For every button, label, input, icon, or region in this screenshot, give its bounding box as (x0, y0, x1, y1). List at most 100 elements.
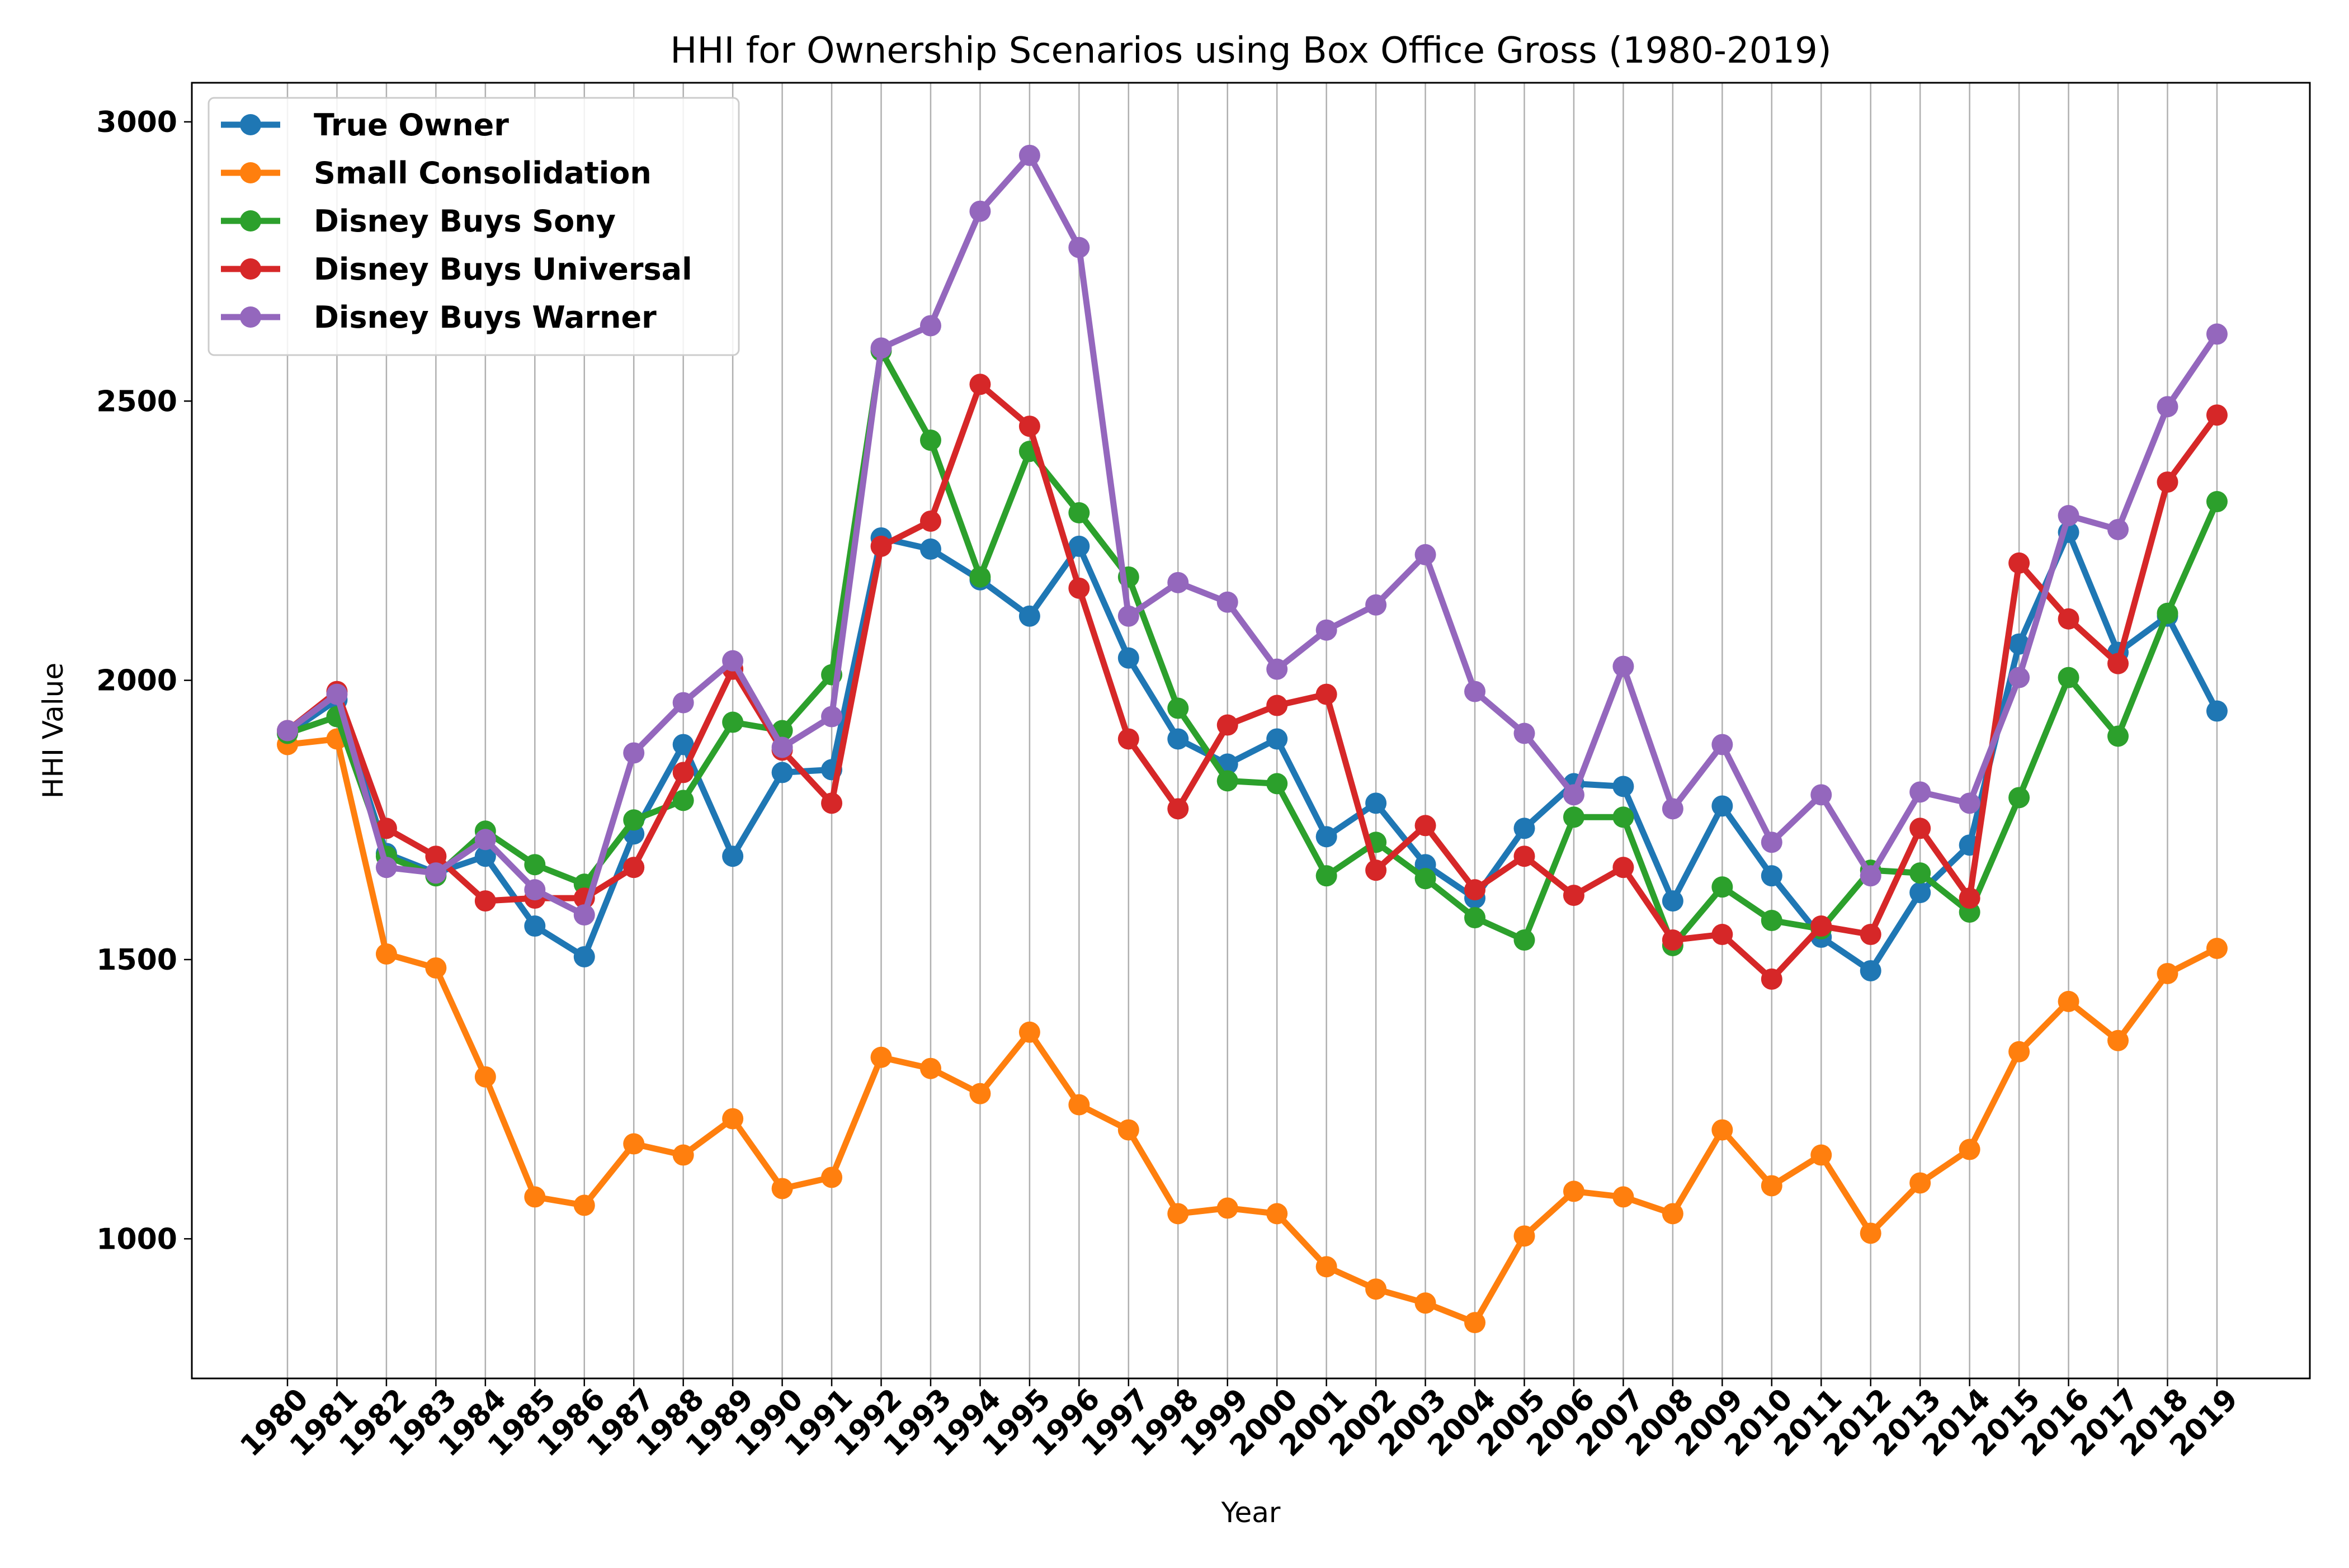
series-line (284, 152, 2220, 918)
data-point (1711, 876, 1733, 898)
data-point (1513, 929, 1535, 951)
legend-label: Disney Buys Universal (314, 252, 692, 287)
data-point (524, 879, 546, 901)
data-point (1810, 1144, 1832, 1166)
data-point (474, 1066, 496, 1088)
data-point (1513, 722, 1535, 744)
data-point (623, 742, 645, 764)
chart-title: HHI for Ownership Scenarios using Box Of… (670, 30, 1832, 72)
legend-label: Disney Buys Sony (314, 204, 616, 239)
data-point (524, 915, 546, 937)
data-point (1167, 697, 1189, 719)
data-point (1662, 929, 1683, 951)
legend-item: Small Consolidation (221, 155, 652, 191)
data-point (1216, 591, 1238, 613)
data-point (2008, 552, 2030, 574)
data-point (1761, 910, 1782, 932)
data-point (1018, 605, 1040, 627)
data-point (771, 762, 793, 783)
data-point (1167, 572, 1189, 593)
data-point (1909, 818, 1931, 839)
data-point (2107, 518, 2129, 540)
data-point (2107, 653, 2129, 674)
data-point (1563, 885, 1584, 906)
data-point (326, 683, 348, 705)
data-point (2058, 667, 2079, 688)
y-tick-label: 2500 (96, 385, 177, 418)
data-point (2058, 608, 2079, 630)
data-point (1266, 728, 1288, 750)
data-point (375, 857, 397, 879)
data-point (969, 374, 991, 395)
y-tick-label: 1500 (96, 943, 177, 977)
data-point (1167, 728, 1189, 750)
y-tick-label: 1000 (96, 1222, 177, 1256)
data-point (573, 1194, 595, 1216)
data-point (623, 1133, 645, 1155)
y-tick-label: 3000 (96, 106, 177, 139)
data-point (1563, 1180, 1584, 1202)
data-point (2058, 990, 2079, 1012)
data-point (1810, 915, 1832, 937)
data-point (2058, 504, 2079, 526)
data-point (2157, 396, 2178, 418)
data-point (623, 809, 645, 831)
data-point (524, 1186, 546, 1208)
data-point (1068, 1094, 1090, 1116)
data-point (1761, 1175, 1782, 1197)
data-point (2206, 937, 2228, 959)
data-point (1117, 647, 1139, 669)
data-point (474, 890, 496, 912)
data-point (2206, 404, 2228, 426)
data-point (771, 736, 793, 758)
data-point (277, 720, 298, 742)
series (277, 728, 2228, 1334)
legend-item: Disney Buys Universal (221, 252, 692, 287)
legend-box (207, 97, 740, 356)
series (277, 340, 2228, 957)
legend-marker (240, 114, 261, 135)
data-point (969, 566, 991, 588)
data-point (623, 857, 645, 879)
data-point (919, 1057, 941, 1079)
data-point (1711, 734, 1733, 755)
data-point (1662, 1203, 1683, 1225)
data-point (771, 1178, 793, 1199)
data-point (1266, 773, 1288, 795)
data-point (573, 904, 595, 926)
legend: True Owner Small Consolidation Disney Buys… (207, 97, 740, 356)
data-point (1909, 1172, 1931, 1194)
data-point (1860, 1222, 1881, 1244)
series-layer (277, 144, 2228, 1334)
data-point (722, 1108, 744, 1130)
data-point (425, 862, 447, 884)
series-line (284, 347, 2220, 949)
data-point (1266, 1203, 1288, 1225)
data-point (1315, 1256, 1337, 1278)
data-point (2157, 962, 2178, 984)
series-line (284, 735, 2220, 1326)
data-point (2206, 700, 2228, 722)
data-point (1909, 882, 1931, 904)
data-point (1266, 658, 1288, 680)
data-point (969, 1083, 991, 1104)
data-point (2206, 491, 2228, 513)
data-point (1909, 862, 1931, 884)
data-point (425, 957, 447, 979)
data-point (1612, 1186, 1634, 1208)
data-point (1414, 544, 1436, 565)
data-point (1315, 826, 1337, 848)
legend-label: Small Consolidation (314, 155, 652, 191)
data-point (524, 854, 546, 876)
data-point (1018, 415, 1040, 437)
data-point (1860, 960, 1881, 981)
data-point (1464, 879, 1486, 901)
data-point (1315, 619, 1337, 641)
series (277, 144, 2228, 926)
data-point (2157, 471, 2178, 493)
data-point (1315, 865, 1337, 887)
data-point (1662, 890, 1683, 912)
legend-item: Disney Buys Warner (221, 300, 657, 335)
data-point (1167, 798, 1189, 820)
